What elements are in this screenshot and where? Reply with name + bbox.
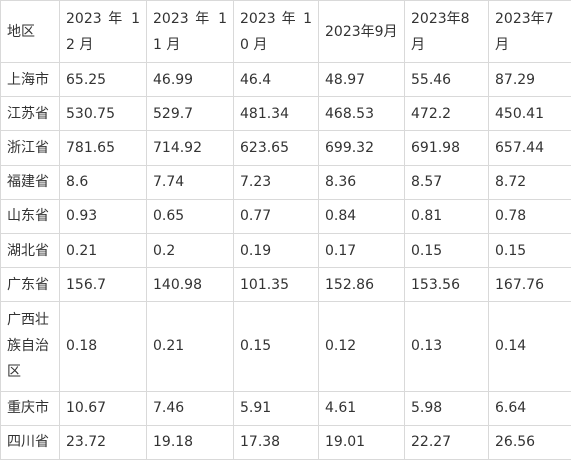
- header-cell-2023-11: 2023 年 11 月: [146, 0, 234, 63]
- region-cell: 四川省: [0, 424, 60, 460]
- value-cell: 530.75: [59, 96, 147, 132]
- value-cell: 481.34: [233, 96, 319, 132]
- value-cell: 0.21: [146, 301, 234, 392]
- value-cell: 152.86: [318, 267, 405, 303]
- header-cell-2023-09: 2023年9月: [318, 0, 405, 63]
- value-cell: 691.98: [404, 130, 489, 166]
- value-cell: 26.56: [488, 424, 571, 460]
- header-row: 地区 2023 年 12 月 2023 年 11 月 2023 年 10 月 2…: [0, 0, 571, 63]
- value-cell: 5.91: [233, 390, 319, 426]
- value-cell: 8.6: [59, 164, 147, 200]
- value-cell: 46.4: [233, 61, 319, 98]
- value-cell: 17.38: [233, 424, 319, 460]
- value-cell: 0.84: [318, 198, 405, 235]
- value-cell: 0.78: [488, 198, 571, 235]
- value-cell: 0.65: [146, 198, 234, 235]
- region-cell: 浙江省: [0, 130, 60, 166]
- value-cell: 6.64: [488, 390, 571, 426]
- header-cell-2023-08: 2023年8月: [404, 0, 489, 63]
- value-cell: 623.65: [233, 130, 319, 166]
- value-cell: 167.76: [488, 267, 571, 303]
- region-cell: 广东省: [0, 267, 60, 303]
- value-cell: 7.23: [233, 164, 319, 200]
- value-cell: 468.53: [318, 96, 405, 132]
- value-cell: 8.57: [404, 164, 489, 200]
- value-cell: 8.36: [318, 164, 405, 200]
- value-cell: 0.17: [318, 233, 405, 269]
- value-cell: 0.81: [404, 198, 489, 235]
- value-cell: 23.72: [59, 424, 147, 460]
- table-row: 湖北省 0.21 0.2 0.19 0.17 0.15 0.15: [0, 233, 571, 269]
- value-cell: 0.15: [233, 301, 319, 392]
- table-row: 重庆市 10.67 7.46 5.91 4.61 5.98 6.64: [0, 390, 571, 426]
- header-cell-2023-07: 2023年7月: [488, 0, 571, 63]
- value-cell: 450.41: [488, 96, 571, 132]
- value-cell: 657.44: [488, 130, 571, 166]
- value-cell: 0.93: [59, 198, 147, 235]
- value-cell: 0.2: [146, 233, 234, 269]
- region-cell: 湖北省: [0, 233, 60, 269]
- value-cell: 0.21: [59, 233, 147, 269]
- value-cell: 19.01: [318, 424, 405, 460]
- header-cell-2023-12: 2023 年 12 月: [59, 0, 147, 63]
- value-cell: 156.7: [59, 267, 147, 303]
- value-cell: 781.65: [59, 130, 147, 166]
- value-cell: 55.46: [404, 61, 489, 98]
- value-cell: 8.72: [488, 164, 571, 200]
- value-cell: 0.13: [404, 301, 489, 392]
- region-cell: 重庆市: [0, 390, 60, 426]
- value-cell: 0.12: [318, 301, 405, 392]
- value-cell: 0.15: [488, 233, 571, 269]
- value-cell: 101.35: [233, 267, 319, 303]
- table-row: 福建省 8.6 7.74 7.23 8.36 8.57 8.72: [0, 164, 571, 200]
- value-cell: 4.61: [318, 390, 405, 426]
- value-cell: 472.2: [404, 96, 489, 132]
- region-cell: 广西壮族自治区: [0, 301, 60, 392]
- value-cell: 0.77: [233, 198, 319, 235]
- region-cell: 山东省: [0, 198, 60, 235]
- value-cell: 0.19: [233, 233, 319, 269]
- value-cell: 529.7: [146, 96, 234, 132]
- value-cell: 0.18: [59, 301, 147, 392]
- value-cell: 19.18: [146, 424, 234, 460]
- value-cell: 153.56: [404, 267, 489, 303]
- region-cell: 福建省: [0, 164, 60, 200]
- value-cell: 0.14: [488, 301, 571, 392]
- region-cell: 上海市: [0, 61, 60, 98]
- table-row: 四川省 23.72 19.18 17.38 19.01 22.27 26.56: [0, 424, 571, 460]
- table-row: 广西壮族自治区 0.18 0.21 0.15 0.12 0.13 0.14: [0, 301, 571, 392]
- value-cell: 5.98: [404, 390, 489, 426]
- region-cell: 江苏省: [0, 96, 60, 132]
- value-cell: 46.99: [146, 61, 234, 98]
- value-cell: 699.32: [318, 130, 405, 166]
- table-row: 江苏省 530.75 529.7 481.34 468.53 472.2 450…: [0, 96, 571, 132]
- value-cell: 87.29: [488, 61, 571, 98]
- value-cell: 22.27: [404, 424, 489, 460]
- value-cell: 7.46: [146, 390, 234, 426]
- table-row: 广东省 156.7 140.98 101.35 152.86 153.56 16…: [0, 267, 571, 303]
- value-cell: 10.67: [59, 390, 147, 426]
- header-cell-2023-10: 2023 年 10 月: [233, 0, 319, 63]
- value-cell: 140.98: [146, 267, 234, 303]
- value-cell: 48.97: [318, 61, 405, 98]
- table-row: 山东省 0.93 0.65 0.77 0.84 0.81 0.78: [0, 198, 571, 235]
- value-cell: 0.15: [404, 233, 489, 269]
- value-cell: 7.74: [146, 164, 234, 200]
- value-cell: 714.92: [146, 130, 234, 166]
- value-cell: 65.25: [59, 61, 147, 98]
- header-cell-region: 地区: [0, 0, 60, 63]
- table-row: 浙江省 781.65 714.92 623.65 699.32 691.98 6…: [0, 130, 571, 166]
- table-row: 上海市 65.25 46.99 46.4 48.97 55.46 87.29: [0, 61, 571, 98]
